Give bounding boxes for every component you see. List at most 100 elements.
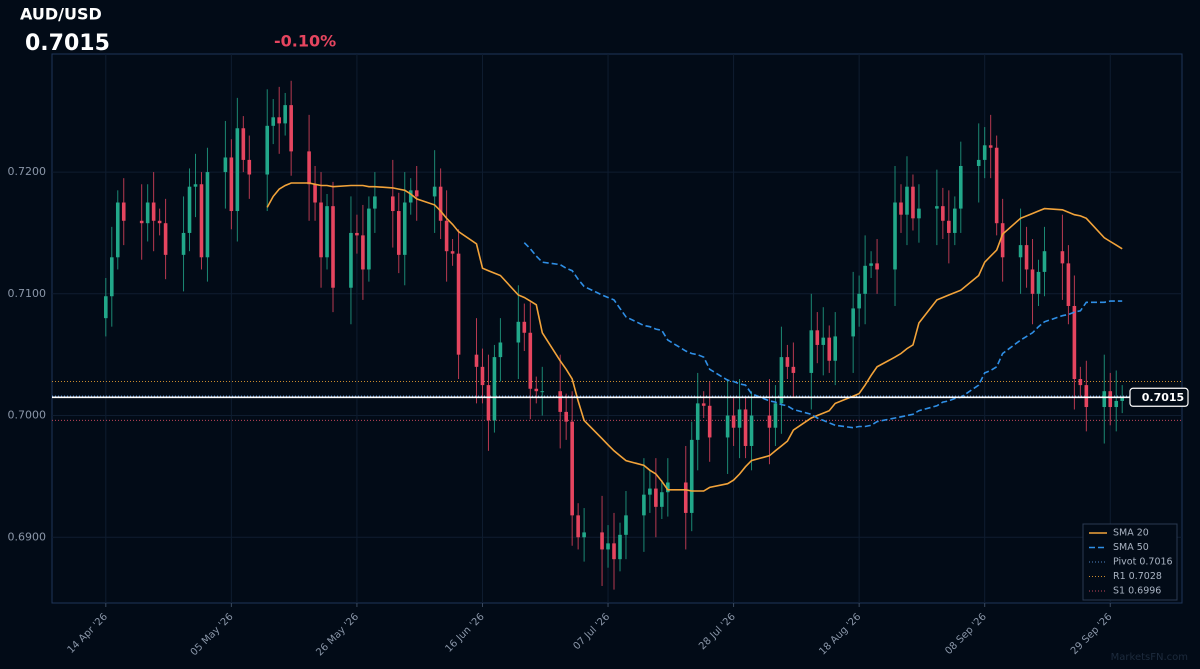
candle-body (325, 206, 329, 258)
candle-body (271, 117, 276, 126)
candle-body (1042, 251, 1047, 272)
candle-body (558, 391, 563, 412)
candle-body (606, 543, 610, 550)
candle-body (522, 321, 527, 333)
candle-body (988, 145, 993, 148)
candle-body (1102, 391, 1107, 408)
candle-body (408, 190, 413, 203)
candle-body (947, 220, 951, 233)
candle-body (1072, 305, 1077, 380)
candle-body (1030, 269, 1035, 294)
candle-body (851, 308, 855, 337)
candle-body (612, 543, 616, 560)
candle-body (289, 105, 293, 152)
candle-body (456, 253, 461, 355)
candle-body (534, 388, 539, 392)
candle-body (474, 354, 479, 367)
candle-body (600, 532, 604, 550)
candle-body (982, 145, 987, 160)
candle-body (1120, 397, 1125, 401)
candle-body (899, 202, 903, 215)
candle-body (1066, 263, 1071, 306)
candle-body (654, 488, 658, 507)
candle-body (564, 411, 568, 422)
candle-body (731, 415, 736, 428)
candle-body (941, 206, 945, 221)
candle-body (193, 184, 198, 187)
candle-body (618, 534, 622, 560)
candle-body (498, 342, 503, 358)
candle-body (1108, 391, 1113, 408)
candle-body (863, 265, 867, 294)
candle-body (737, 409, 742, 428)
candle-body (1036, 271, 1041, 294)
candle-body (953, 208, 957, 233)
candle-body (277, 117, 281, 124)
candle-body (576, 515, 580, 538)
candle-body (528, 332, 533, 389)
candle-body (516, 321, 521, 343)
candle-body (689, 439, 694, 513)
candle-body (683, 482, 688, 513)
candle-body (241, 128, 246, 160)
symbol: AUD/USD (20, 5, 102, 24)
candle-body (857, 293, 861, 309)
candle-body (355, 232, 359, 236)
candle-body (695, 403, 700, 440)
y-tick-label: 0.7100 (8, 287, 47, 300)
candle-body (821, 337, 826, 345)
candle-body (492, 357, 497, 421)
candle-body (229, 157, 234, 212)
candle-body (402, 202, 407, 255)
candle-body (582, 532, 586, 538)
candle-body (313, 184, 317, 203)
candle-body (1018, 245, 1023, 258)
candle-body (779, 357, 784, 404)
candle-body (917, 208, 921, 219)
candle-body (648, 488, 652, 495)
legend-label: SMA 50 (1113, 542, 1149, 553)
candle-body (480, 366, 485, 386)
candle-body (367, 208, 371, 270)
candle-body (869, 263, 873, 266)
candle-body (976, 159, 981, 166)
candle-body (115, 202, 120, 258)
candle-body (773, 403, 778, 428)
candle-body (373, 196, 377, 209)
candle-body (486, 385, 491, 421)
candle-body (935, 206, 939, 209)
candle-body (145, 202, 150, 224)
candle-body (361, 235, 365, 270)
candle-body (707, 405, 712, 438)
candle-body (570, 421, 574, 516)
candle-body (791, 366, 796, 373)
candle-body (265, 125, 270, 175)
candle-body (725, 415, 730, 438)
candle-body (319, 202, 323, 258)
candle-body (104, 296, 108, 319)
candle-body (767, 415, 772, 428)
candle-body (157, 220, 162, 224)
candle-body (109, 257, 114, 297)
candle-body (349, 232, 353, 288)
candle-body (1024, 245, 1029, 270)
candle-body (540, 391, 545, 393)
candle-body (875, 263, 879, 270)
legend-label: Pivot 0.7016 (1113, 557, 1173, 568)
price-tag-label: 0.7015 (1142, 391, 1184, 404)
sma-line (266, 182, 1123, 492)
legend-label: R1 0.7028 (1113, 571, 1162, 582)
sma-line (523, 242, 1123, 429)
candle-body (815, 330, 820, 345)
watermark: MarketsFN.com (1111, 652, 1188, 663)
candle-body (624, 515, 628, 535)
candle-body (809, 330, 814, 373)
candle-body (235, 128, 240, 212)
change: -0.10% (274, 32, 336, 51)
candle-body (827, 337, 832, 361)
candle-body (743, 409, 748, 446)
candle-body (994, 147, 999, 224)
candle-body (331, 206, 335, 288)
candle-body (1114, 400, 1119, 408)
